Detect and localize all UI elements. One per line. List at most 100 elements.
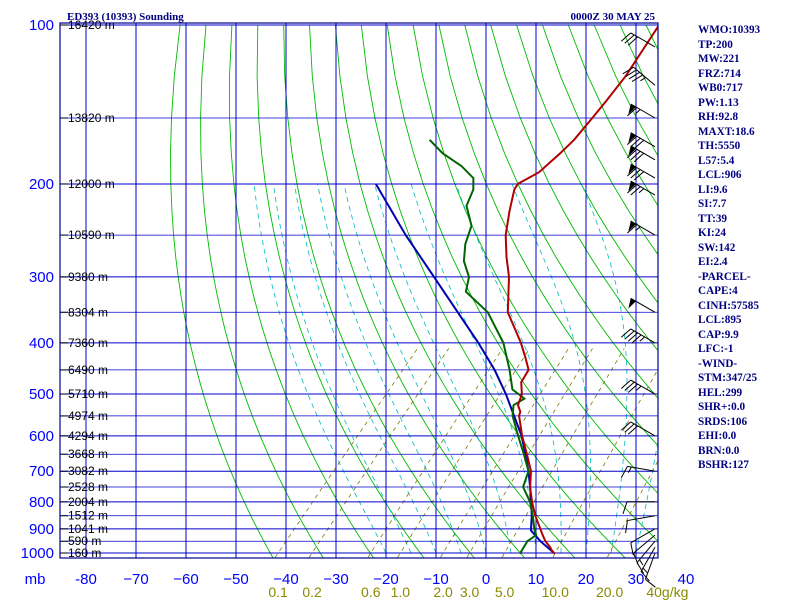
wind-barb-staff	[630, 220, 656, 236]
mixing-ratio-line	[396, 348, 530, 558]
dry-adiabat	[542, 24, 658, 256]
temperature-tick-label: 20	[578, 571, 595, 588]
height-label: 590 m	[68, 534, 101, 548]
wind-barb	[644, 552, 656, 588]
wind-barb	[627, 220, 656, 236]
wind-barb-full	[624, 34, 635, 44]
wind-barb-full	[645, 578, 656, 588]
wind-barb	[625, 515, 656, 534]
wind-barb-staff	[627, 465, 656, 472]
dry-adiabat	[516, 24, 658, 304]
dry-adiabat	[412, 24, 658, 495]
moist-adiabat	[273, 183, 412, 554]
wind-barb-staff	[640, 546, 656, 572]
dry-adiabat	[490, 24, 658, 352]
wind-barb-full	[640, 571, 650, 582]
wind-barb-full	[630, 169, 641, 179]
wind-barb-full	[620, 421, 632, 431]
height-label: 13820 m	[68, 111, 115, 125]
wind-barb	[627, 180, 656, 196]
wind-barb	[627, 103, 656, 119]
mixing-ratio-line	[552, 368, 658, 558]
height-label: 16420 m	[68, 18, 115, 32]
pressure-tick-label: 200	[29, 176, 54, 193]
wind-barb-full	[624, 330, 635, 340]
wind-barb-half	[642, 567, 648, 574]
wind-barb-staff	[633, 66, 656, 86]
wind-barb-pennant	[628, 132, 636, 143]
wind-barb-full	[624, 423, 635, 433]
index-item: FRZ:714	[698, 67, 741, 80]
wind-barb-staff	[644, 552, 656, 580]
index-item: RH:92.8	[698, 111, 739, 123]
wind-barb-full	[627, 425, 639, 435]
index-item: CAP:9.9	[698, 328, 739, 341]
mixing-ratio-line	[367, 348, 503, 558]
height-label: 1512 m	[68, 509, 108, 523]
dry-adiabat	[334, 24, 576, 558]
wind-barb-full	[631, 334, 642, 344]
wind-barb-full	[630, 137, 641, 147]
wind-barb-staff	[630, 328, 656, 344]
index-item: PW:1.13	[698, 96, 739, 109]
isobar-lines	[60, 24, 658, 554]
mixing-ratio-label: 2.0	[433, 584, 453, 600]
height-label: 2528 m	[68, 480, 108, 494]
wind-barb-full	[630, 186, 641, 196]
wind-barb-pennant	[628, 164, 636, 175]
index-item: SRDS:106	[698, 415, 748, 428]
wind-barb	[627, 132, 656, 149]
wind-barb-pennant	[628, 298, 636, 309]
mixing-ratio-label: 10.0	[542, 584, 569, 600]
wind-barb-full	[625, 69, 637, 77]
wind-barb	[640, 546, 656, 582]
mixing-ratio-label: 20.0	[596, 584, 623, 600]
mixing-ratio-label: 0.1	[268, 584, 288, 600]
index-item: EI:2.4	[698, 256, 728, 268]
wind-barb	[627, 163, 656, 181]
index-item: -PARCEL-	[698, 270, 751, 283]
wind-barb-full	[633, 171, 645, 181]
wind-barb-half	[639, 336, 645, 342]
index-item: EHI:0.0	[698, 430, 737, 442]
height-label: 4294 m	[68, 429, 108, 443]
height-label: 4974 m	[68, 409, 108, 423]
mixing-ratio-line	[308, 348, 450, 558]
wind-barb-full	[627, 135, 638, 145]
temperature-tick-label: 0	[482, 571, 490, 588]
wind-barb-full	[620, 328, 632, 338]
wind-barb-full	[633, 152, 645, 163]
index-item: MW:221	[698, 53, 740, 65]
wind-barb-full	[631, 74, 644, 82]
wind-barb	[622, 501, 655, 514]
wind-barb	[620, 465, 656, 478]
pressure-tick-label: 900	[29, 521, 54, 538]
pressure-tick-label: 500	[29, 386, 54, 403]
height-label: 6490 m	[68, 363, 108, 377]
station-title: ED393 (10393) Sounding	[67, 11, 184, 23]
temperature-tick-label: -80	[75, 571, 97, 588]
wind-barb-full	[620, 32, 632, 42]
wind-barb-full	[627, 224, 638, 234]
wind-barb-full	[627, 107, 638, 117]
height-labels: 16420 m 13820 m 12000 m 10590 m 9380 m 8304 m…	[60, 18, 658, 560]
wind-barb-staff	[630, 528, 656, 544]
temperature-tick-label: −20	[373, 571, 398, 588]
wind-barb-staff	[630, 297, 656, 313]
dry-adiabat	[309, 24, 526, 558]
wind-barb-staff	[630, 32, 656, 48]
pressure-tick-label: 400	[29, 335, 54, 352]
wind-barb-staff	[636, 540, 656, 563]
index-item: LFC:-1	[698, 343, 734, 355]
temperature-tick-label: −30	[323, 571, 348, 588]
wind-barb-full	[622, 501, 628, 514]
wind-barb-staff	[630, 379, 656, 395]
wind-barb-staff	[630, 163, 656, 179]
wind-barb-staff	[633, 534, 656, 554]
index-item: SI:7.7	[698, 198, 727, 210]
index-item: LI:9.6	[698, 183, 728, 196]
wind-barb-full	[628, 71, 640, 80]
wind-barb-full	[624, 381, 635, 391]
wind-barb-half	[640, 77, 647, 82]
